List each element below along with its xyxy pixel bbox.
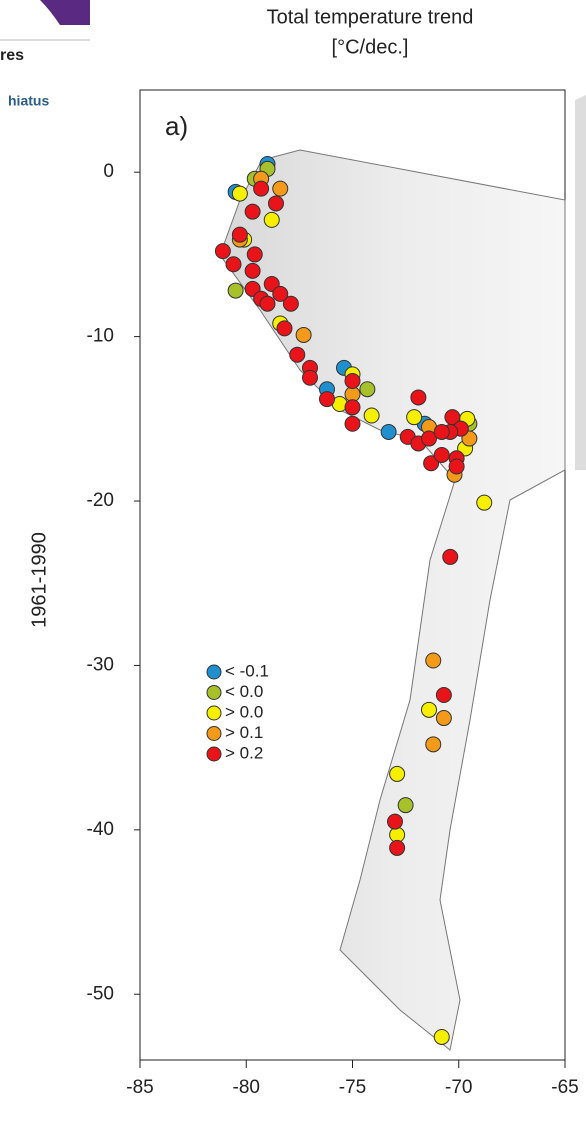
station-point	[296, 327, 311, 342]
chart-title: Total temperature trend	[267, 6, 474, 28]
y-tick-label: -30	[87, 654, 114, 675]
station-point	[381, 424, 396, 439]
station-point	[411, 390, 426, 405]
legend-label: > 0.1	[225, 723, 263, 742]
y-tick-label: -40	[87, 819, 114, 840]
station-point	[290, 347, 305, 362]
legend-swatch	[207, 706, 221, 720]
station-point	[273, 286, 288, 301]
station-point	[260, 296, 275, 311]
x-tick-label: -65	[551, 1077, 578, 1098]
station-point	[434, 447, 449, 462]
fragment-text: hiatus	[8, 93, 49, 109]
figure: res hiatus Total temperature trend [°C/d…	[0, 0, 586, 1121]
legend-swatch	[207, 727, 221, 741]
station-point	[303, 370, 318, 385]
station-point	[407, 410, 422, 425]
legend-label: < 0.0	[225, 682, 263, 701]
station-point	[364, 408, 379, 423]
station-point	[273, 181, 288, 196]
station-point	[345, 416, 360, 431]
station-point	[345, 400, 360, 415]
station-point	[226, 257, 241, 272]
station-point	[269, 196, 284, 211]
legend-swatch	[207, 747, 221, 761]
decor	[575, 95, 586, 470]
y-tick-label: -50	[87, 983, 114, 1004]
station-point	[434, 1029, 449, 1044]
station-point	[422, 702, 437, 717]
station-point	[264, 212, 279, 227]
station-point	[228, 283, 243, 298]
station-point	[360, 382, 375, 397]
station-point	[232, 186, 247, 201]
station-point	[245, 204, 260, 219]
y-tick-label: -10	[87, 326, 114, 347]
station-point	[345, 374, 360, 389]
station-point	[426, 737, 441, 752]
x-tick-label: -70	[445, 1077, 472, 1098]
station-point	[436, 711, 451, 726]
station-point	[247, 247, 262, 262]
station-point	[449, 459, 464, 474]
legend-label: > 0.0	[225, 702, 263, 721]
station-point	[388, 814, 403, 829]
station-point	[390, 766, 405, 781]
station-point	[443, 549, 458, 564]
station-point	[436, 688, 451, 703]
station-point	[215, 244, 230, 259]
station-point	[434, 424, 449, 439]
station-point	[232, 227, 247, 242]
decor	[40, 0, 90, 25]
fragment-text: res	[0, 47, 24, 64]
y-tick-label: -20	[87, 490, 114, 511]
y-tick-label: 0	[103, 161, 114, 182]
station-point	[477, 495, 492, 510]
x-tick-label: -80	[233, 1077, 260, 1098]
legend-swatch	[207, 686, 221, 700]
station-point	[254, 181, 269, 196]
y-axis-label: 1961-1990	[28, 532, 50, 628]
legend-label: > 0.2	[225, 743, 263, 762]
station-point	[426, 653, 441, 668]
panel-label: a)	[165, 111, 188, 141]
station-point	[390, 840, 405, 855]
station-point	[277, 321, 292, 336]
station-point	[245, 263, 260, 278]
station-point	[320, 392, 335, 407]
x-tick-label: -75	[339, 1077, 366, 1098]
legend-swatch	[207, 665, 221, 679]
legend-label: < -0.1	[225, 661, 269, 680]
x-tick-label: -85	[126, 1077, 153, 1098]
station-point	[398, 798, 413, 813]
chart-subtitle: [°C/dec.]	[332, 36, 409, 58]
